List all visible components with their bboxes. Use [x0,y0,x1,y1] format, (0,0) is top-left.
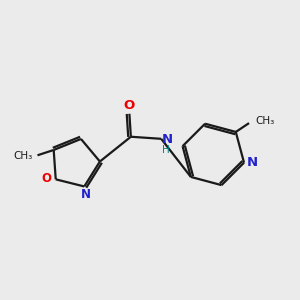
Text: H: H [162,145,170,155]
Text: N: N [80,188,91,201]
Text: O: O [41,172,51,185]
Text: N: N [162,133,173,146]
Text: CH₃: CH₃ [13,151,32,161]
Text: N: N [247,156,258,169]
Text: O: O [124,99,135,112]
Text: CH₃: CH₃ [256,116,275,126]
